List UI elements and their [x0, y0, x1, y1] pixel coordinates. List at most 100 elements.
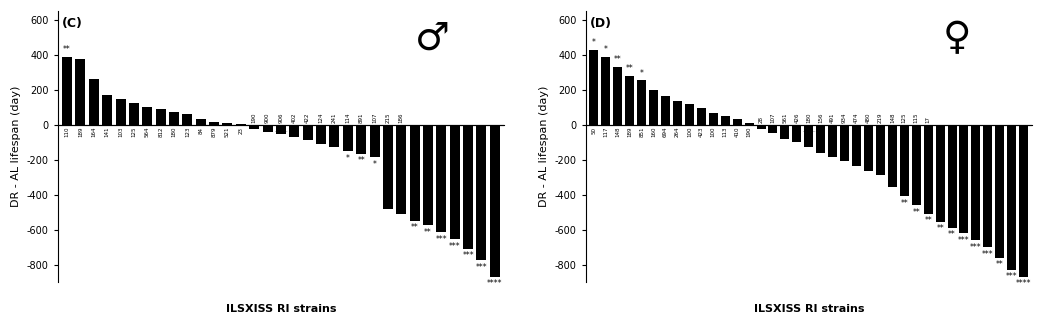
Bar: [720, 116, 730, 125]
Text: 186: 186: [399, 112, 404, 123]
Text: **: **: [357, 156, 365, 165]
Text: 180: 180: [171, 127, 176, 137]
Text: (D): (D): [590, 16, 612, 29]
Bar: [876, 125, 885, 175]
Bar: [383, 125, 393, 209]
Bar: [864, 125, 873, 171]
Y-axis label: DR - AL lifespan (day): DR - AL lifespan (day): [539, 86, 549, 207]
Bar: [316, 125, 326, 144]
Text: 521: 521: [224, 127, 230, 137]
Text: 113: 113: [722, 127, 728, 137]
Text: ****: ****: [488, 279, 502, 288]
Text: 125: 125: [132, 127, 137, 137]
Bar: [1007, 125, 1016, 270]
Text: 694: 694: [663, 127, 668, 137]
Text: *: *: [640, 68, 643, 78]
Bar: [409, 125, 420, 221]
Bar: [370, 125, 380, 157]
Text: ****: ****: [1016, 279, 1031, 288]
Text: ***: ***: [476, 263, 488, 272]
Bar: [464, 125, 473, 249]
Bar: [436, 125, 447, 232]
Text: **: **: [996, 260, 1003, 269]
Text: ***: ***: [1006, 272, 1018, 281]
Text: 141: 141: [104, 127, 110, 137]
Bar: [590, 49, 598, 125]
Text: 148: 148: [615, 127, 620, 137]
Text: 891: 891: [359, 112, 363, 123]
Text: **: **: [614, 56, 621, 64]
Text: 934: 934: [843, 112, 847, 123]
Text: 23: 23: [238, 127, 243, 134]
Text: 480: 480: [865, 112, 871, 123]
Text: 160: 160: [651, 127, 656, 137]
Bar: [661, 96, 670, 125]
Bar: [781, 125, 789, 139]
Bar: [649, 90, 658, 125]
Text: 115: 115: [914, 112, 919, 123]
Bar: [983, 125, 993, 247]
Text: *: *: [346, 153, 350, 162]
Text: ILSXISS RI strains: ILSXISS RI strains: [754, 304, 864, 314]
Text: ***: ***: [449, 242, 460, 251]
Bar: [959, 125, 969, 233]
Text: 28: 28: [759, 116, 763, 123]
Text: 264: 264: [675, 127, 680, 137]
Text: ♂: ♂: [414, 19, 450, 57]
Text: ***: ***: [970, 243, 981, 252]
Bar: [995, 125, 1004, 257]
Bar: [89, 79, 99, 125]
Text: 107: 107: [372, 112, 377, 123]
Text: 410: 410: [735, 127, 739, 137]
Text: 422: 422: [305, 112, 310, 123]
Text: (C): (C): [63, 16, 84, 29]
Text: ILSXISS RI strains: ILSXISS RI strains: [226, 304, 336, 314]
Text: 50: 50: [591, 127, 596, 134]
Text: ♀: ♀: [943, 19, 971, 57]
Bar: [840, 125, 849, 162]
Bar: [236, 124, 245, 125]
Text: 906: 906: [279, 112, 283, 123]
Bar: [696, 108, 706, 125]
Text: 851: 851: [639, 127, 644, 137]
Bar: [62, 57, 72, 125]
Bar: [924, 125, 932, 214]
Bar: [625, 76, 634, 125]
Text: 241: 241: [332, 112, 337, 123]
Bar: [768, 125, 778, 133]
Text: 156: 156: [818, 112, 824, 123]
Bar: [1019, 125, 1028, 277]
Text: **: **: [424, 228, 432, 237]
Text: ***: ***: [435, 235, 447, 244]
Bar: [128, 103, 139, 125]
Bar: [222, 123, 233, 125]
Bar: [450, 125, 459, 239]
Text: 114: 114: [346, 112, 351, 123]
Text: 215: 215: [385, 112, 390, 123]
Text: ***: ***: [958, 236, 970, 245]
Bar: [828, 125, 837, 157]
Bar: [673, 101, 682, 125]
Text: 564: 564: [145, 127, 149, 137]
Text: 190: 190: [252, 112, 257, 123]
Text: **: **: [625, 64, 634, 73]
Bar: [75, 59, 86, 125]
Bar: [637, 80, 646, 125]
Bar: [183, 114, 192, 125]
Bar: [356, 125, 366, 153]
Bar: [757, 125, 765, 129]
Text: 148: 148: [889, 112, 895, 123]
Bar: [900, 125, 908, 196]
Text: *: *: [592, 38, 596, 47]
Bar: [289, 125, 300, 137]
Bar: [685, 104, 694, 125]
X-axis label: ILSXISS RI strains: ILSXISS RI strains: [275, 130, 287, 131]
Bar: [276, 125, 286, 134]
Bar: [709, 113, 717, 125]
Text: 189: 189: [627, 127, 633, 137]
Bar: [116, 99, 125, 125]
Text: **: **: [410, 224, 419, 233]
Bar: [330, 125, 339, 147]
Text: 164: 164: [91, 127, 96, 137]
Bar: [169, 112, 179, 125]
